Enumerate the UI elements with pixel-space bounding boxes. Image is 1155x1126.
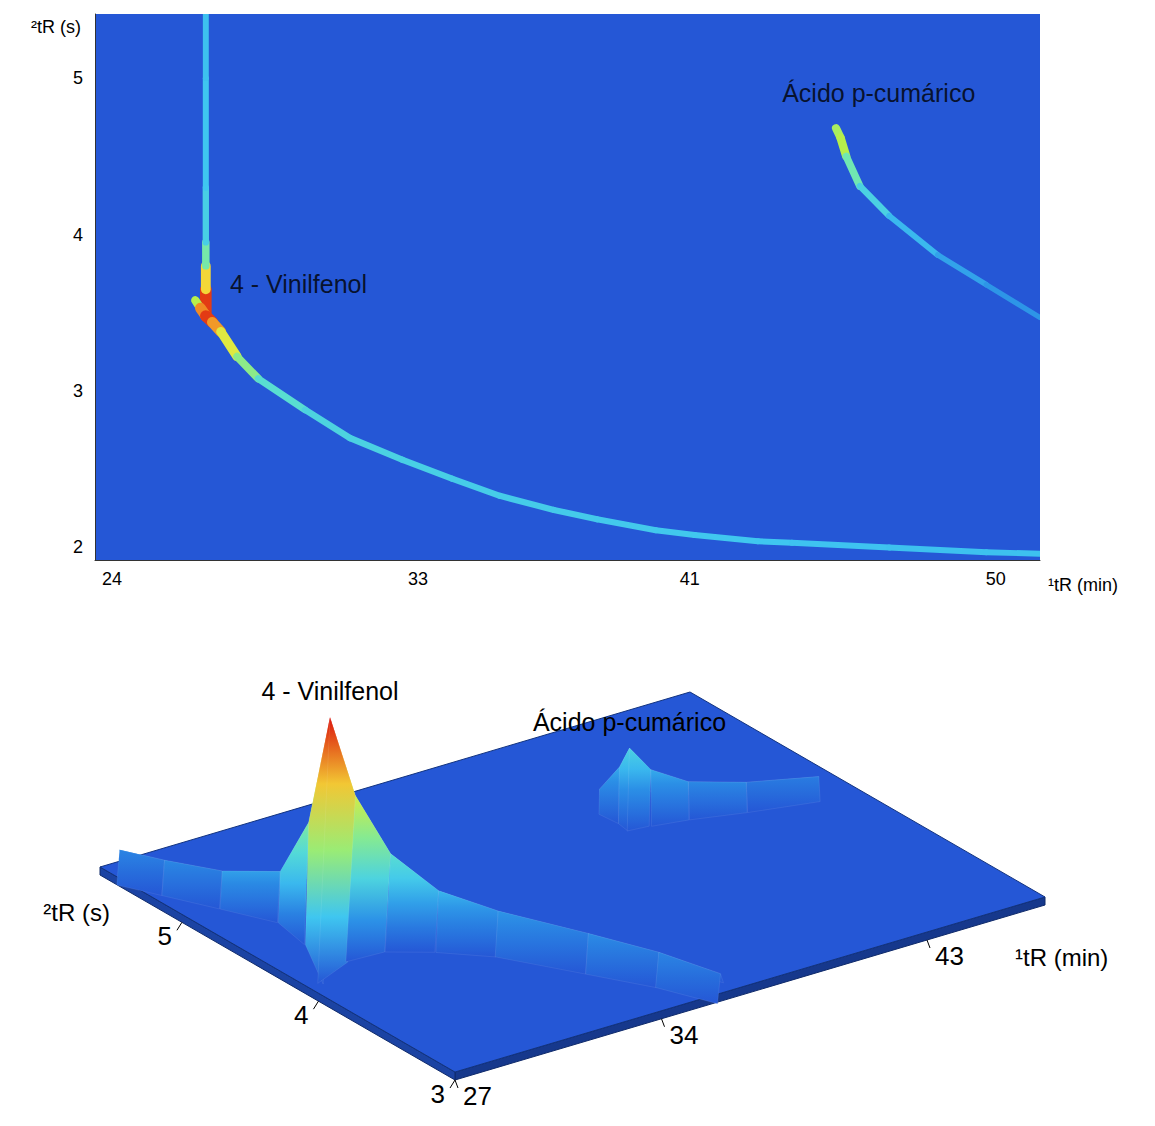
svg-text:¹tR (min): ¹tR (min) bbox=[1048, 575, 1118, 595]
svg-text:4 - Vinilfenol: 4 - Vinilfenol bbox=[261, 677, 398, 705]
svg-text:4: 4 bbox=[294, 1000, 308, 1030]
svg-text:50: 50 bbox=[986, 569, 1006, 589]
svg-text:Ácido p-cumárico: Ácido p-cumárico bbox=[533, 708, 726, 736]
svg-text:²tR (s): ²tR (s) bbox=[31, 17, 81, 37]
svg-text:4 - Vinilfenol: 4 - Vinilfenol bbox=[230, 270, 367, 298]
svg-text:27: 27 bbox=[463, 1081, 492, 1111]
svg-text:Ácido p-cumárico: Ácido p-cumárico bbox=[782, 79, 975, 107]
svg-text:33: 33 bbox=[408, 569, 428, 589]
svg-text:2: 2 bbox=[73, 537, 83, 557]
svg-text:4: 4 bbox=[73, 225, 83, 245]
svg-text:5: 5 bbox=[157, 921, 171, 951]
svg-text:3: 3 bbox=[73, 381, 83, 401]
svg-text:¹tR (min): ¹tR (min) bbox=[1015, 944, 1108, 971]
svg-text:41: 41 bbox=[680, 569, 700, 589]
svg-text:5: 5 bbox=[73, 68, 83, 88]
svg-text:3: 3 bbox=[431, 1079, 445, 1109]
svg-text:24: 24 bbox=[102, 569, 122, 589]
svg-text:34: 34 bbox=[670, 1020, 699, 1050]
svg-text:43: 43 bbox=[935, 941, 964, 971]
svg-text:²tR (s): ²tR (s) bbox=[43, 899, 110, 926]
